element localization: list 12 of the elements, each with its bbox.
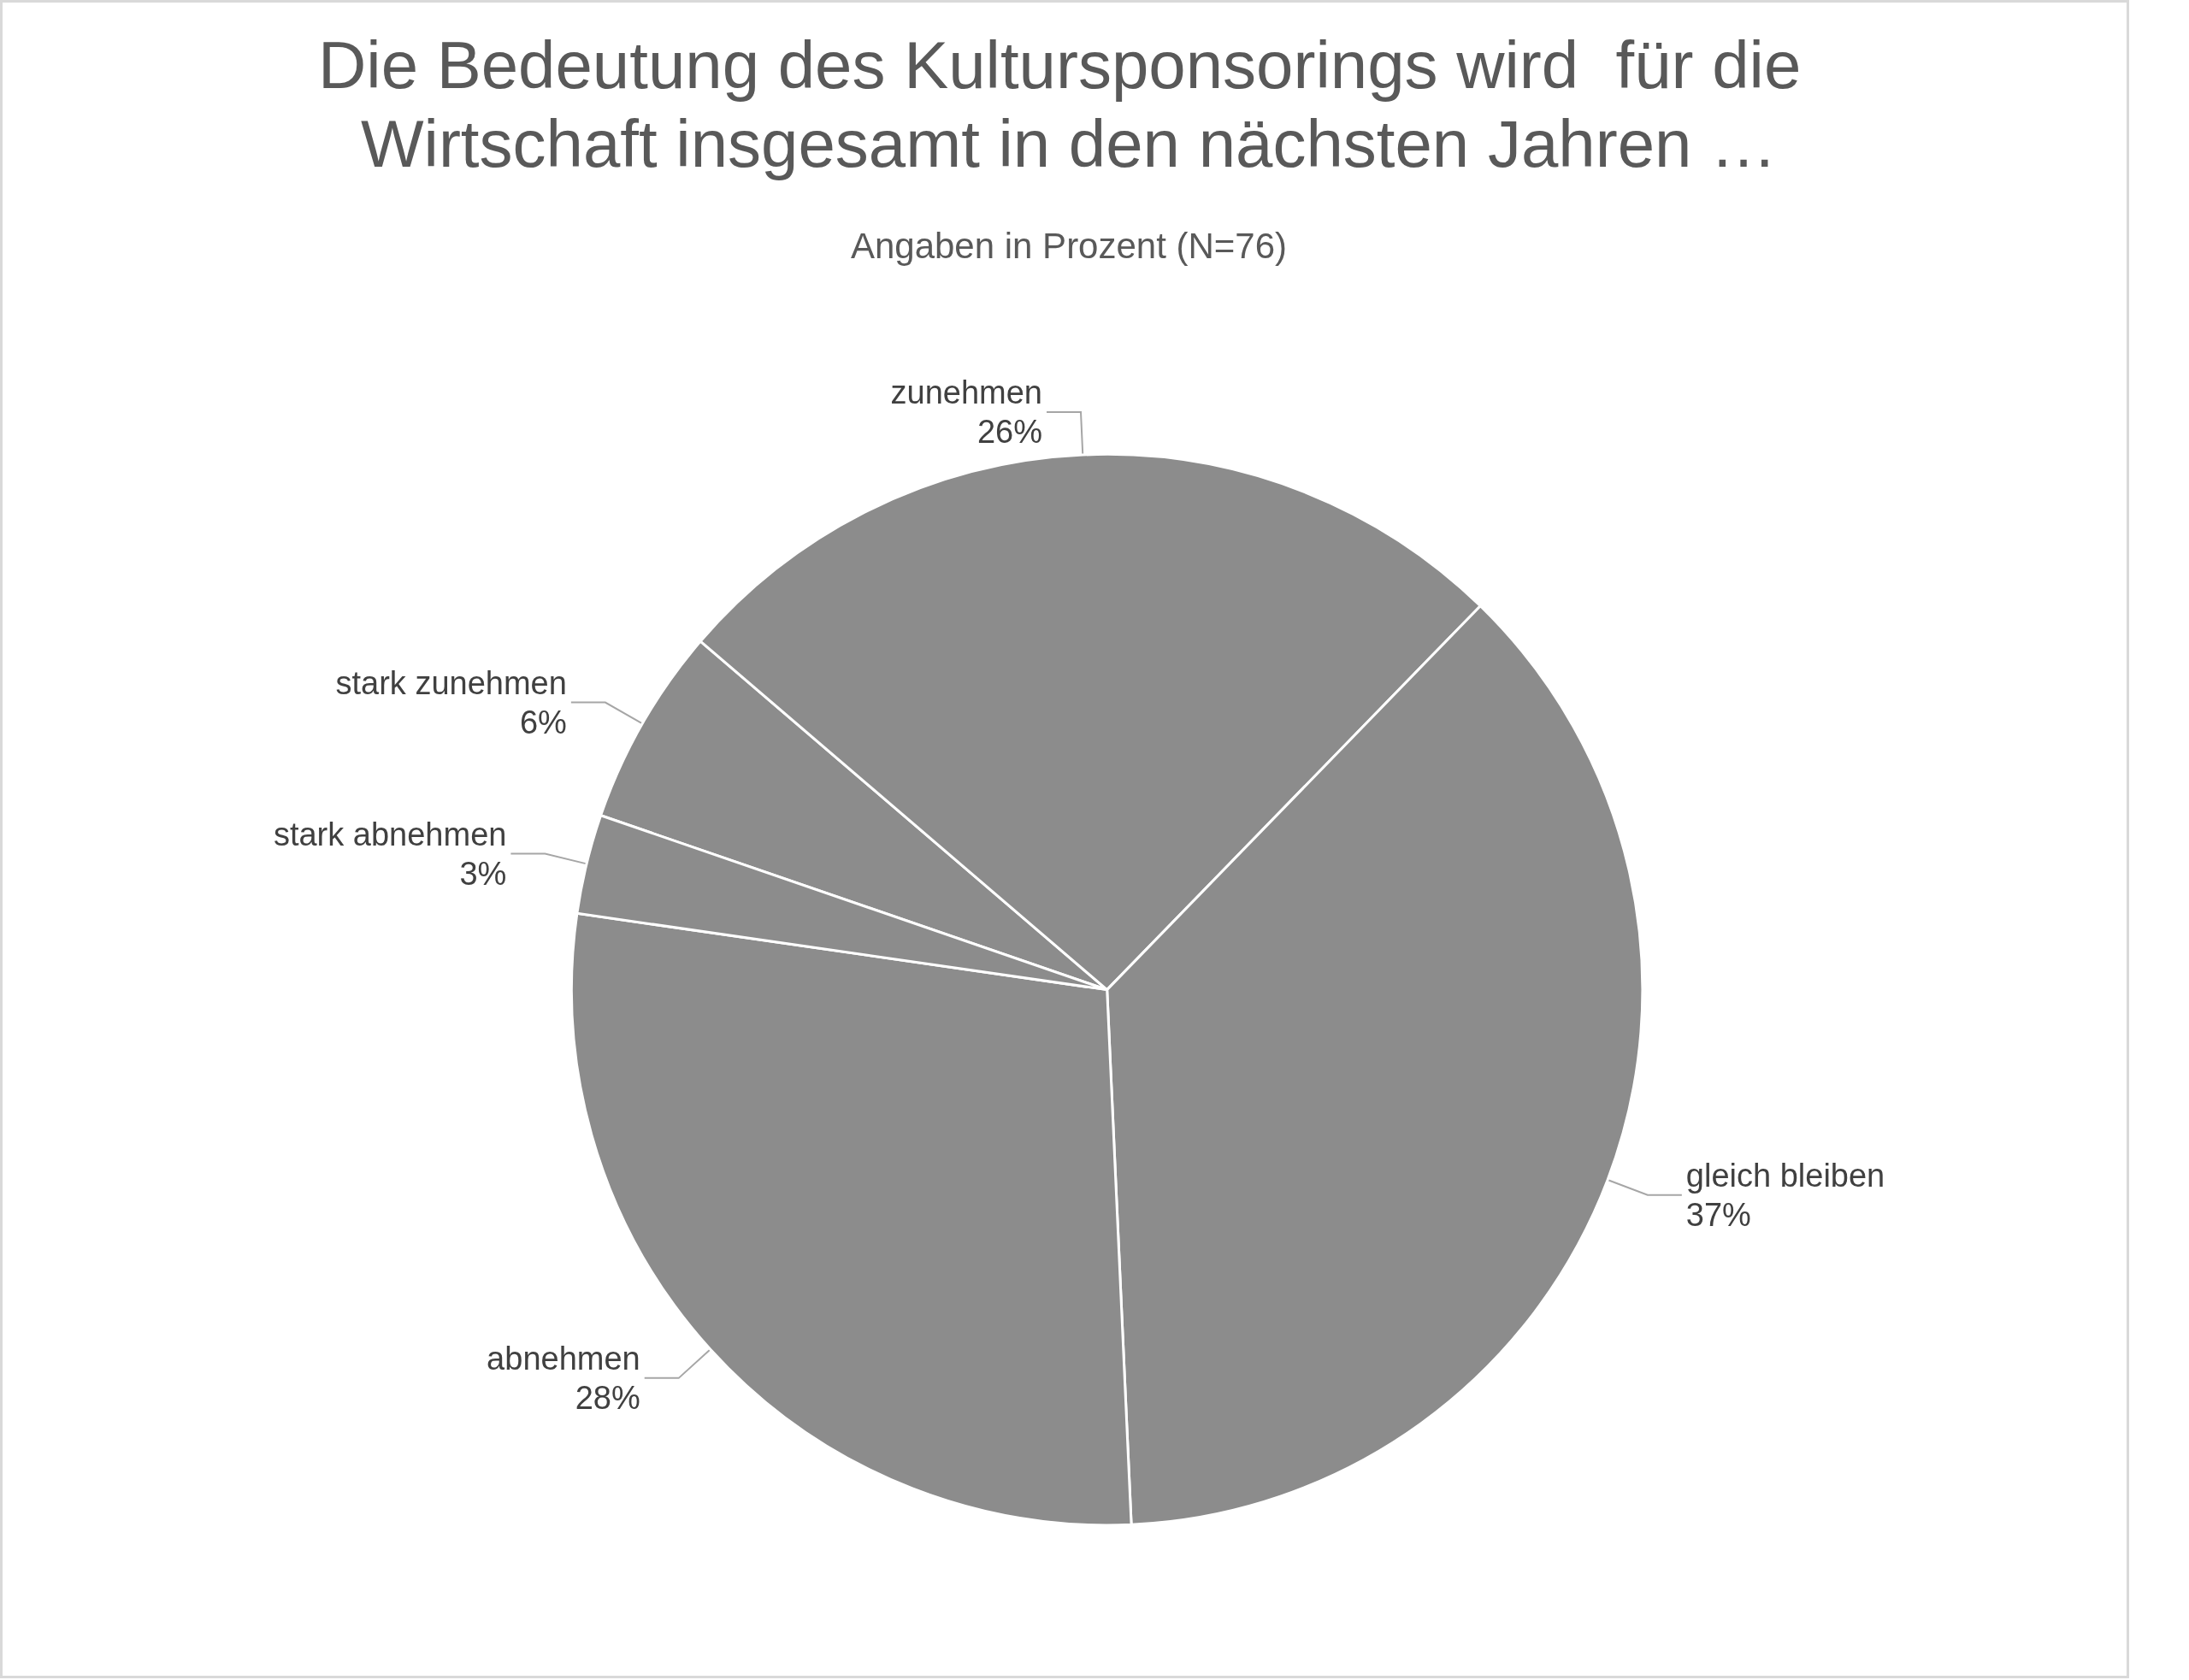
slice-label: stark abnehmen <box>273 816 507 852</box>
data-label: 6% <box>519 704 567 740</box>
slice-label: zunehmen <box>890 374 1042 411</box>
data-label: 26% <box>976 414 1042 451</box>
chart-title: Die Bedeutung des Kultursponsorings wird für die Wirtschaft insgesamt in den nächsten Jahren … <box>318 27 1820 181</box>
data-label: 37% <box>1685 1196 1751 1233</box>
slice-label: gleich bleiben <box>1685 1157 1885 1194</box>
data-label: 28% <box>575 1379 640 1416</box>
chart-subtitle: Angaben in Prozent (N=76) <box>850 225 1288 266</box>
slice-label: abnehmen <box>487 1340 640 1376</box>
slice-label: stark zunehmen <box>335 664 567 701</box>
data-label: 3% <box>459 855 507 892</box>
